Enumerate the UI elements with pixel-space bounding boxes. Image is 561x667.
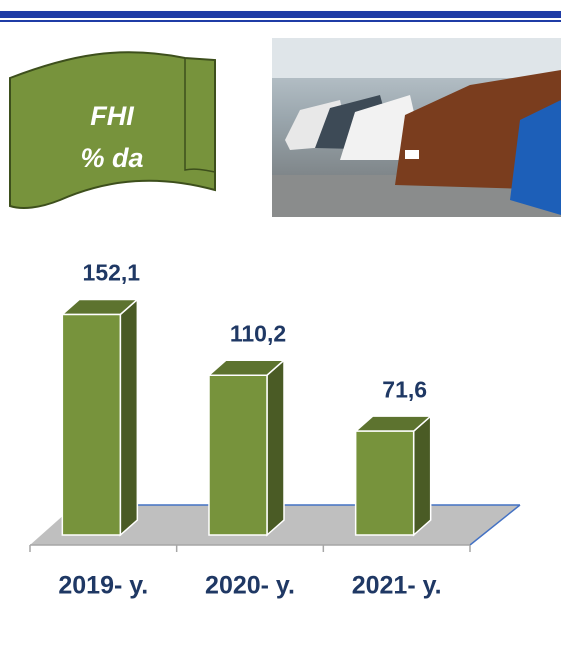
value-label: 71,6 — [382, 376, 427, 402]
floor-edge — [75, 504, 521, 546]
banner-title: FHI — [90, 101, 134, 131]
bar-face — [208, 374, 268, 536]
banner-fold — [184, 58, 216, 173]
value-label: 110,2 — [230, 320, 286, 346]
bar-face — [61, 313, 122, 536]
header-line — [0, 20, 561, 22]
bar-face — [412, 414, 432, 537]
banner-subtitle: % da — [80, 143, 143, 173]
bar-face — [354, 430, 415, 536]
photo — [272, 38, 561, 217]
bar — [353, 414, 433, 537]
x-tick-label: 2021- y. — [352, 572, 442, 600]
value-label: 152,1 — [83, 260, 141, 286]
x-tick-label: 2019- y. — [58, 572, 148, 600]
banner — [9, 51, 216, 209]
bar — [207, 358, 286, 537]
x-tick-label: 2020- y. — [205, 572, 295, 600]
bar-face — [119, 297, 139, 537]
header-bar — [0, 11, 561, 18]
bar — [60, 297, 140, 537]
bar-face — [266, 358, 285, 537]
